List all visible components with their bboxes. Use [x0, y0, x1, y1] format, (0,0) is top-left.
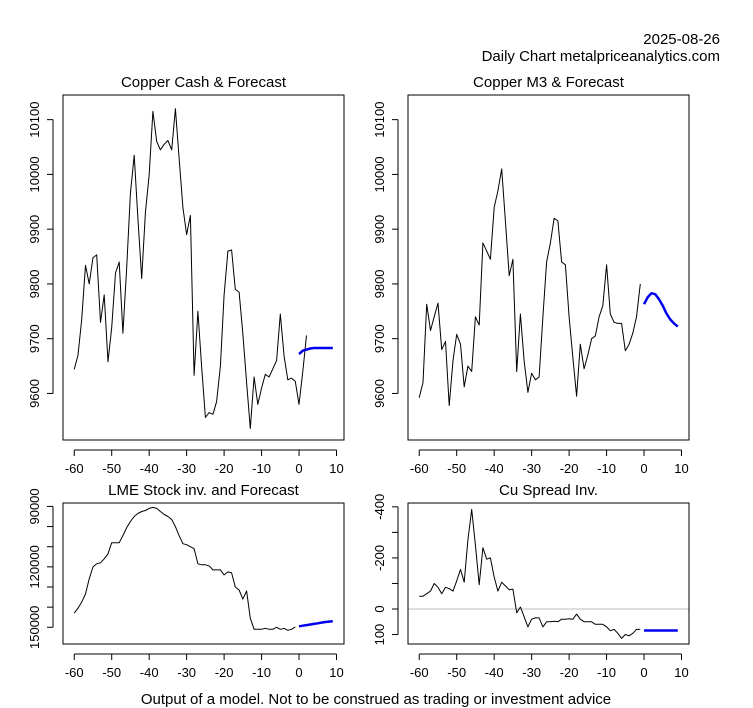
history-line — [419, 508, 641, 639]
x-tick-label: 10 — [329, 665, 343, 680]
panel-cu-spread: Cu Spread Inv. -60 -50 -40 -30 -20 -10 0 10 -400 -… — [372, 482, 690, 680]
plot-frame — [407, 502, 690, 645]
x-tick-label: -30 — [522, 665, 541, 680]
y-tick-label: 9800 — [372, 269, 387, 298]
y-tick-label: 9600 — [372, 379, 387, 408]
plot-frame — [407, 94, 690, 441]
y-tick-label: 10000 — [27, 156, 42, 192]
x-tick-label: 10 — [329, 461, 343, 476]
y-tick-label: 150000 — [27, 606, 42, 649]
x-tick-label: -50 — [447, 461, 466, 476]
y-tick-label: -400 — [372, 494, 387, 520]
x-tick-label: -60 — [410, 665, 429, 680]
x-tick-label: -20 — [215, 665, 234, 680]
panel-copper-m3: Copper M3 & Forecast -60 -50 -40 -30 -20 -10 0 1… — [372, 74, 690, 476]
forecast-line — [298, 346, 333, 355]
x-tick-label: -10 — [252, 665, 271, 680]
x-tick-label: -10 — [252, 461, 271, 476]
y-tick-label: 10100 — [372, 102, 387, 138]
y-tick-label: 0 — [372, 605, 387, 612]
x-tick-label: -20 — [560, 665, 579, 680]
x-tick-label: 10 — [674, 461, 688, 476]
y-tick-label: 9700 — [372, 324, 387, 353]
chart-date: 2025-08-26 — [643, 31, 720, 48]
x-tick-label: -40 — [485, 665, 504, 680]
forecast-line — [642, 291, 679, 328]
y-tick-label: 9800 — [27, 269, 42, 298]
x-tick-label: -60 — [65, 665, 84, 680]
x-tick-label: 0 — [295, 665, 302, 680]
x-tick-label: -40 — [140, 665, 159, 680]
x-tick-label: -50 — [447, 665, 466, 680]
history-line — [73, 506, 296, 631]
history-line — [73, 108, 307, 429]
panel-title: LME Stock inv. and Forecast — [108, 482, 299, 499]
chart-source: Daily Chart metalpriceanalytics.com — [482, 48, 720, 65]
y-tick-label: -200 — [372, 545, 387, 571]
forecast-line — [298, 619, 333, 628]
y-tick-label: 100 — [372, 624, 387, 646]
x-tick-label: -60 — [410, 461, 429, 476]
x-tick-label: -30 — [177, 665, 196, 680]
x-tick-label: -20 — [215, 461, 234, 476]
y-tick-label: 90000 — [27, 488, 42, 524]
disclaimer-footer: Output of a model. Not to be construed a… — [141, 691, 611, 708]
history-line — [418, 168, 641, 406]
y-tick-label: 9900 — [372, 215, 387, 244]
panel-title: Cu Spread Inv. — [499, 482, 598, 499]
y-tick-label: 9600 — [27, 379, 42, 408]
panel-copper-cash: Copper Cash & Forecast -60 -50 -40 -30 -20 -10… — [27, 74, 345, 476]
panel-lme-stock: LME Stock inv. and Forecast -60 -50 -40 -30 -… — [27, 482, 345, 680]
y-tick-label: 120000 — [27, 545, 42, 588]
plot-frame — [62, 94, 345, 441]
x-tick-label: -50 — [102, 665, 121, 680]
x-tick-label: -10 — [597, 665, 616, 680]
x-tick-label: 0 — [640, 665, 647, 680]
x-tick-label: 0 — [295, 461, 302, 476]
y-tick-label: 9700 — [27, 324, 42, 353]
x-tick-label: -60 — [65, 461, 84, 476]
y-tick-label: 10100 — [27, 102, 42, 138]
x-tick-label: -20 — [560, 461, 579, 476]
x-tick-label: -10 — [597, 461, 616, 476]
x-tick-label: -40 — [485, 461, 504, 476]
x-tick-label: -30 — [522, 461, 541, 476]
panel-title: Copper M3 & Forecast — [473, 74, 625, 91]
x-tick-label: -30 — [177, 461, 196, 476]
panel-title: Copper Cash & Forecast — [121, 74, 287, 91]
x-tick-label: -40 — [140, 461, 159, 476]
x-tick-label: 0 — [640, 461, 647, 476]
plot-frame — [62, 502, 345, 645]
x-tick-label: 10 — [674, 665, 688, 680]
y-tick-label: 10000 — [372, 156, 387, 192]
x-tick-label: -50 — [102, 461, 121, 476]
y-tick-label: 9900 — [27, 215, 42, 244]
